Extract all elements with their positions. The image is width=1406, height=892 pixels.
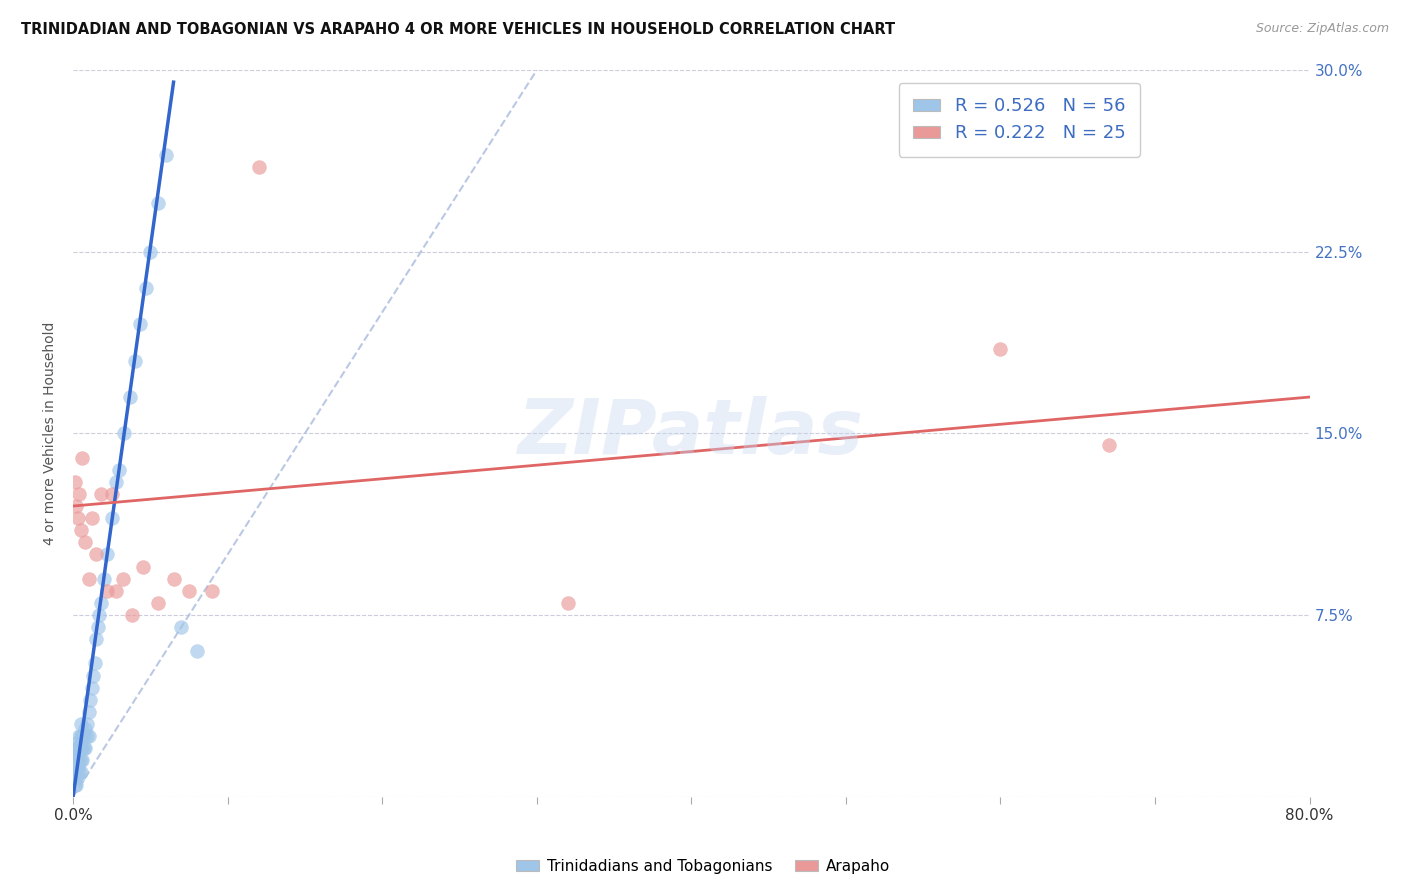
Point [67,753,90,767]
Point [67,487,90,501]
Point [66,761,89,775]
Point [112,426,135,441]
Point [66,753,89,767]
Point [100,487,122,501]
Point [76,717,98,731]
Point [177,583,200,598]
Point [67,741,90,756]
Point [66,770,89,784]
Point [69,729,91,743]
Point [77,572,100,586]
Point [100,511,122,525]
Point [69,717,91,731]
Point [69,765,91,780]
Point [247,160,270,174]
Point [96,583,118,598]
Point [63,753,86,767]
Text: ZIPatlas: ZIPatlas [519,396,865,470]
Point [1097,438,1119,452]
Y-axis label: 4 or more Vehicles in Household: 4 or more Vehicles in Household [44,322,58,545]
Point [105,475,128,489]
Point [80,681,103,695]
Point [84,632,107,647]
Point [67,729,90,743]
Point [105,583,128,598]
Point [79,693,101,707]
Point [73,729,96,743]
Point [65,736,87,750]
Point [65,778,87,792]
Legend: R = 0.526   N = 56, R = 0.222   N = 25: R = 0.526 N = 56, R = 0.222 N = 25 [898,83,1140,157]
Point [73,741,96,756]
Point [75,535,97,549]
Point [83,657,105,671]
Point [84,548,107,562]
Point [120,390,142,404]
Point [89,607,111,622]
Point [139,244,162,259]
Point [72,729,94,743]
Point [77,705,100,719]
Point [93,572,115,586]
Text: TRINIDADIAN AND TOBAGONIAN VS ARAPAHO 4 OR MORE VEHICLES IN HOUSEHOLD CORRELATIO: TRINIDADIAN AND TOBAGONIAN VS ARAPAHO 4 … [21,22,896,37]
Point [108,463,131,477]
Point [186,644,208,658]
Point [69,753,91,767]
Point [90,596,112,610]
Point [990,342,1012,356]
Point [63,778,86,792]
Point [75,741,97,756]
Point [124,353,146,368]
Point [66,741,89,756]
Point [65,499,87,513]
Text: Source: ZipAtlas.com: Source: ZipAtlas.com [1256,22,1389,36]
Point [87,620,110,634]
Point [72,741,94,756]
Point [65,770,87,784]
Point [65,746,87,760]
Point [557,596,579,610]
Point [72,450,94,465]
Point [65,761,87,775]
Point [69,741,91,756]
Point [135,281,157,295]
Point [66,511,89,525]
Point [82,668,104,682]
Point [146,596,169,610]
Point [96,548,118,562]
Point [63,765,86,780]
Point [162,572,184,586]
Point [63,741,86,756]
Point [131,559,153,574]
Point [170,620,193,634]
Point [67,765,90,780]
Point [201,583,224,598]
Point [76,729,98,743]
Legend: Trinidadians and Tobagonians, Arapaho: Trinidadians and Tobagonians, Arapaho [510,853,896,880]
Point [111,572,134,586]
Point [63,475,86,489]
Point [90,487,112,501]
Point [69,523,91,537]
Point [75,722,97,736]
Point [155,148,177,162]
Point [146,196,169,211]
Point [128,318,150,332]
Point [72,753,94,767]
Point [77,729,100,743]
Point [80,511,103,525]
Point [121,607,143,622]
